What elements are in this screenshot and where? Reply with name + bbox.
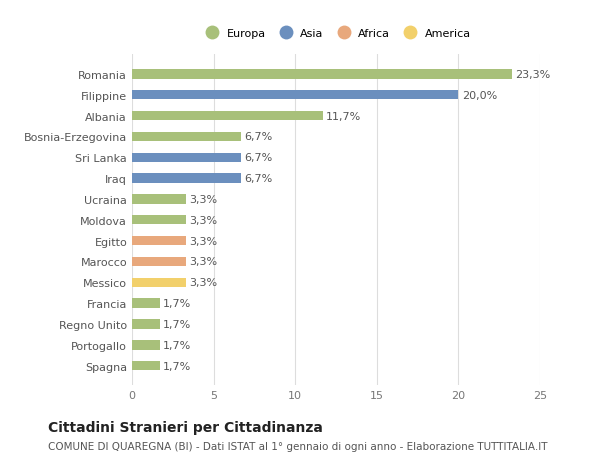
Text: 1,7%: 1,7% (163, 319, 191, 329)
Bar (132, 112, 323, 121)
Text: 3,3%: 3,3% (189, 236, 217, 246)
Text: 23,3%: 23,3% (515, 70, 551, 80)
Bar (132, 236, 186, 246)
Text: 1,7%: 1,7% (163, 298, 191, 308)
Text: 3,3%: 3,3% (189, 278, 217, 288)
Text: 3,3%: 3,3% (189, 257, 217, 267)
Bar (132, 278, 186, 287)
Bar (132, 133, 241, 142)
Bar (132, 91, 458, 100)
Bar (132, 319, 160, 329)
Bar (132, 216, 186, 225)
Text: 1,7%: 1,7% (163, 340, 191, 350)
Bar (132, 174, 241, 184)
Text: 3,3%: 3,3% (189, 215, 217, 225)
Legend: Europa, Asia, Africa, America: Europa, Asia, Africa, America (197, 24, 475, 43)
Text: 6,7%: 6,7% (245, 132, 273, 142)
Bar (132, 153, 241, 162)
Text: 6,7%: 6,7% (245, 174, 273, 184)
Text: COMUNE DI QUAREGNA (BI) - Dati ISTAT al 1° gennaio di ogni anno - Elaborazione T: COMUNE DI QUAREGNA (BI) - Dati ISTAT al … (48, 441, 548, 451)
Text: 11,7%: 11,7% (326, 112, 361, 121)
Text: Cittadini Stranieri per Cittadinanza: Cittadini Stranieri per Cittadinanza (48, 420, 323, 434)
Text: 1,7%: 1,7% (163, 361, 191, 371)
Bar (132, 195, 186, 204)
Bar (132, 361, 160, 370)
Bar (132, 341, 160, 350)
Bar (132, 70, 512, 79)
Bar (132, 299, 160, 308)
Text: 20,0%: 20,0% (461, 90, 497, 101)
Bar (132, 257, 186, 267)
Text: 6,7%: 6,7% (245, 153, 273, 163)
Text: 3,3%: 3,3% (189, 195, 217, 205)
